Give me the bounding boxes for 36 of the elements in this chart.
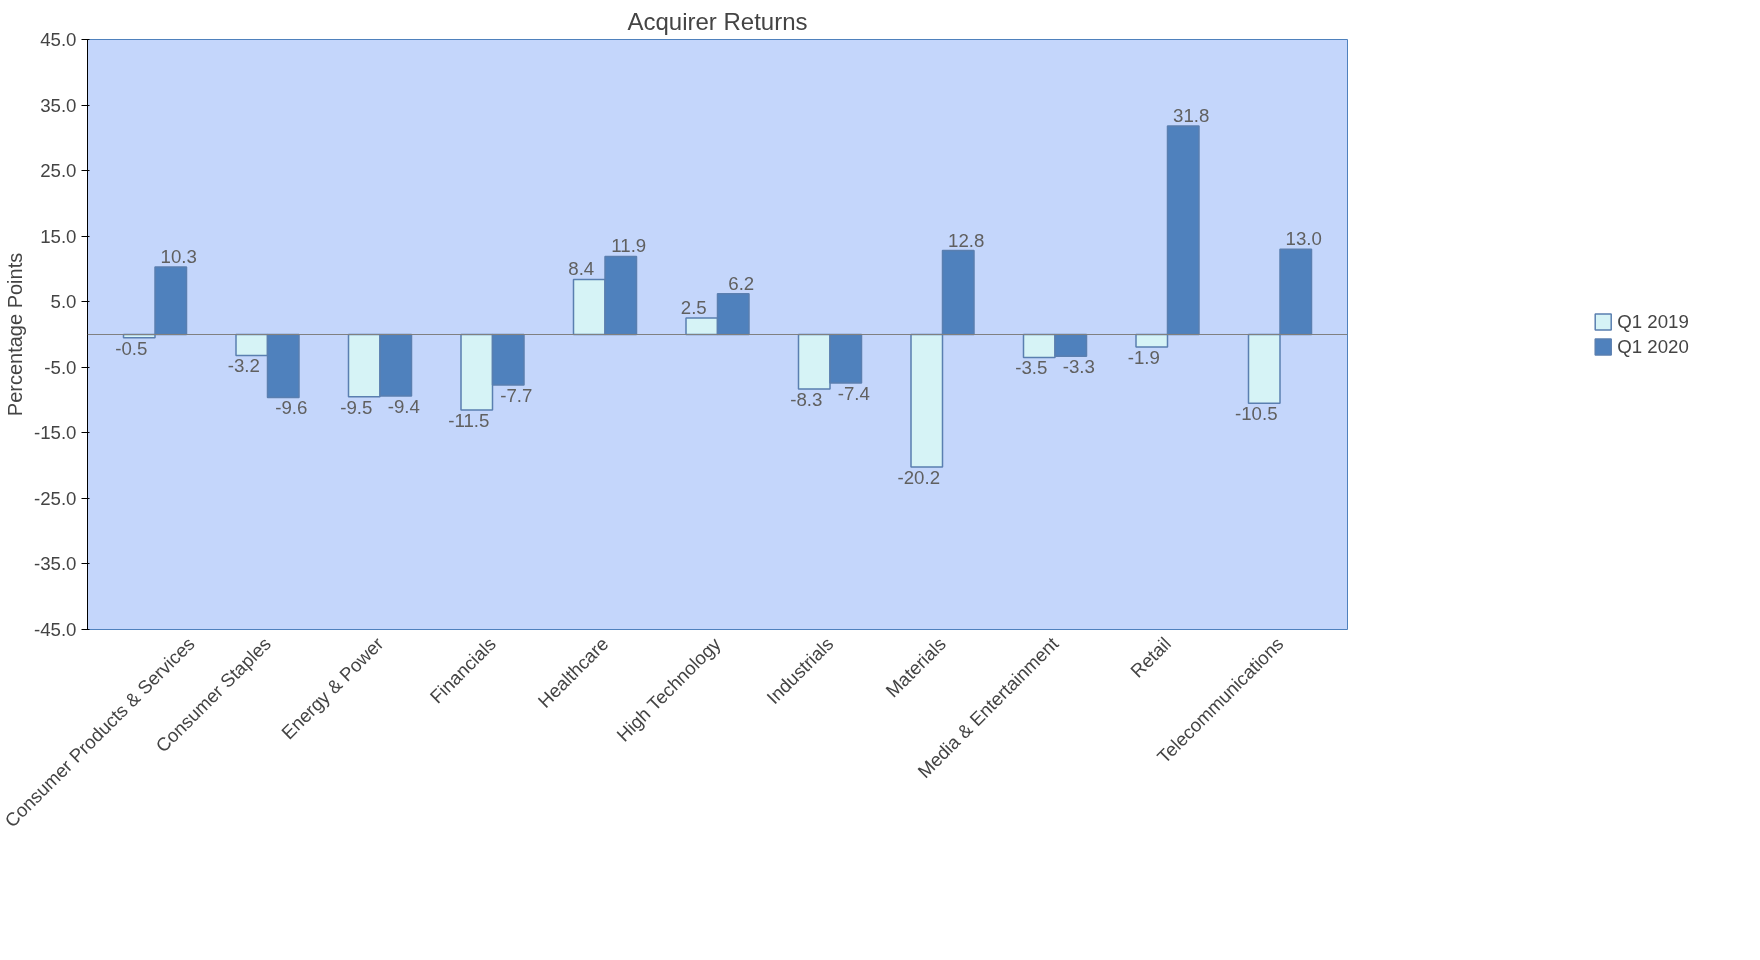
data-label: 31.8 bbox=[1173, 105, 1210, 127]
data-label: -3.3 bbox=[1062, 356, 1095, 378]
legend-label: Q1 2020 bbox=[1617, 335, 1689, 358]
data-label: -3.5 bbox=[1015, 357, 1048, 379]
legend-label: Q1 2019 bbox=[1617, 310, 1689, 333]
data-label: -7.7 bbox=[500, 384, 533, 406]
data-label: -9.4 bbox=[387, 396, 420, 418]
y-tick-label: -5.0 bbox=[44, 356, 77, 378]
data-label: -1.9 bbox=[1127, 346, 1160, 368]
data-label: 8.4 bbox=[568, 258, 595, 280]
data-label: 11.9 bbox=[611, 235, 647, 257]
y-tick-label: -35.0 bbox=[33, 553, 77, 575]
data-label: -20.2 bbox=[897, 466, 941, 488]
chart-title: Acquirer Returns bbox=[627, 7, 808, 35]
data-label: -8.3 bbox=[790, 388, 823, 410]
data-label: 2.5 bbox=[680, 297, 707, 319]
y-tick-label: 45.0 bbox=[40, 29, 77, 50]
y-tick-label: -25.0 bbox=[33, 487, 77, 509]
data-label: -9.5 bbox=[340, 396, 373, 418]
y-axis-title: Percentage Points bbox=[3, 252, 26, 417]
data-label: -10.5 bbox=[1234, 403, 1278, 425]
data-label: -9.6 bbox=[275, 397, 308, 419]
y-tick-label: 25.0 bbox=[40, 160, 77, 182]
data-label: 12.8 bbox=[948, 229, 985, 251]
data-label: -11.5 bbox=[448, 409, 490, 431]
data-label: 13.0 bbox=[1285, 228, 1322, 250]
data-label: -7.4 bbox=[837, 383, 870, 405]
data-label: 10.3 bbox=[160, 245, 197, 267]
y-tick-label: 5.0 bbox=[50, 291, 77, 313]
data-label: 6.2 bbox=[728, 272, 755, 294]
y-tick-label: -15.0 bbox=[33, 422, 77, 444]
y-tick-label: 35.0 bbox=[40, 94, 77, 116]
y-tick-label: 15.0 bbox=[40, 225, 77, 247]
y-tick-label: -45.0 bbox=[33, 619, 77, 640]
data-label: -0.5 bbox=[115, 337, 148, 359]
data-label: -3.2 bbox=[227, 355, 260, 377]
